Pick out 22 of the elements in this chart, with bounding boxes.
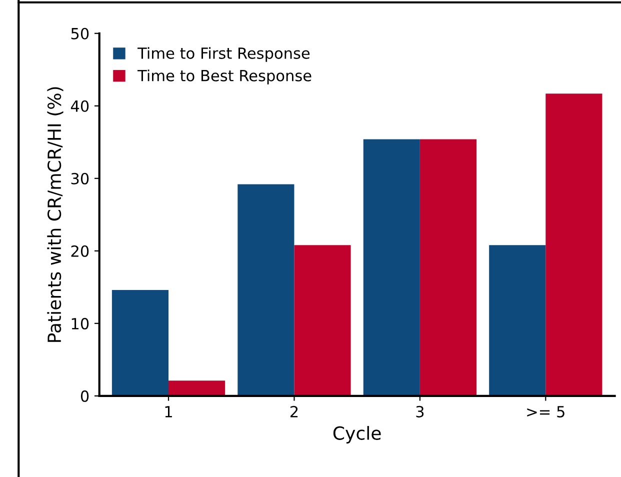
bar [294, 245, 351, 396]
x-tick-label: 3 [416, 406, 424, 418]
bar [238, 184, 294, 396]
x-tick-label: 2 [290, 406, 298, 418]
y-tick-label: 40 [70, 100, 89, 112]
bar [489, 245, 546, 396]
x-tick-label: 1 [165, 406, 172, 418]
legend-label: Time to Best Response [138, 70, 312, 84]
bar [363, 139, 420, 396]
y-tick-label: 50 [71, 28, 89, 40]
y-tick-label: 20 [71, 245, 89, 257]
bar [420, 139, 477, 396]
x-tick-label: >= 5 [527, 406, 564, 418]
legend-label: Time to First Response [138, 47, 310, 62]
bar [546, 94, 602, 396]
bar [168, 380, 226, 396]
y-axis-title: Patients with CR/mCR/HI (%) [47, 87, 64, 342]
x-axis-title: Cycle [333, 426, 381, 444]
y-tick-label: 0 [80, 390, 89, 402]
y-tick-label: 10 [72, 318, 89, 330]
y-tick-label: 30 [71, 172, 89, 184]
bar [112, 290, 169, 396]
